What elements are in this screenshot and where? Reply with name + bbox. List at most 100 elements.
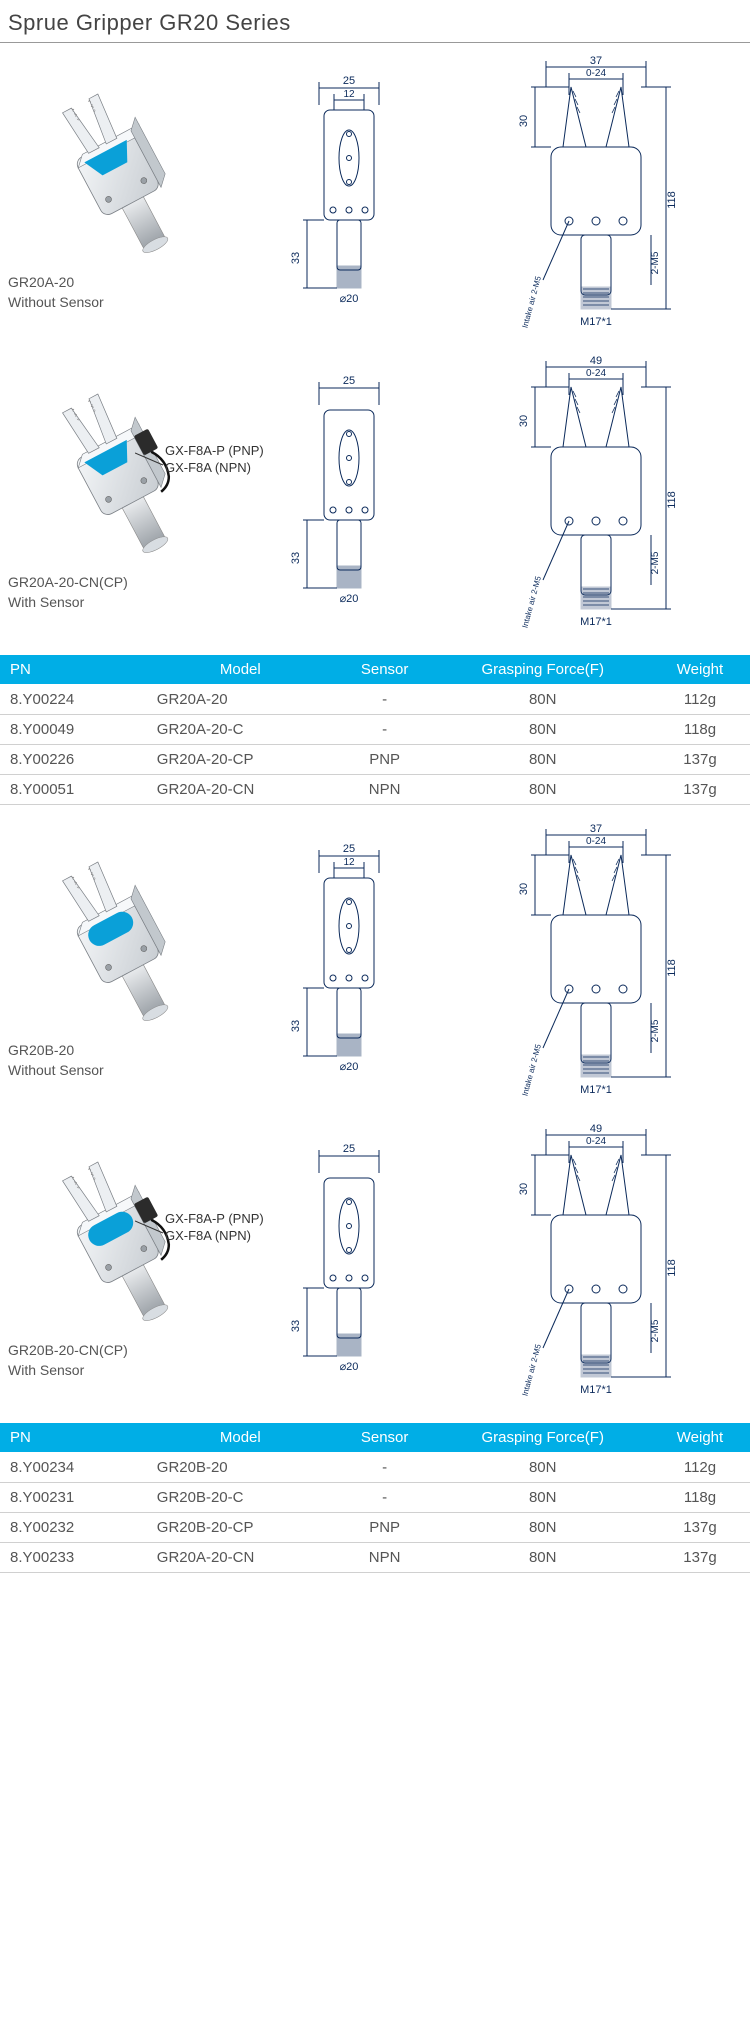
header-model: Model (127, 1423, 334, 1453)
cell-pn: 8.Y00049 (0, 715, 127, 745)
cell-weight: 118g (650, 1483, 750, 1513)
header-sensor: Sensor (334, 1423, 436, 1453)
svg-text:37: 37 (590, 55, 602, 67)
caption-model: GR20B-20-CN(CP) (8, 1342, 128, 1358)
svg-text:0-24: 0-24 (586, 68, 606, 79)
table-row: 8.Y00049 GR20A-20-C - 80N 118g (0, 715, 750, 745)
cell-force: 80N (435, 1543, 650, 1573)
svg-text:M17*1: M17*1 (580, 616, 612, 628)
sensor-callout: GX-F8A-P (PNP) GX-F8A (NPN) (165, 443, 264, 477)
header-model: Model (127, 655, 334, 685)
product-block: GX-F8A-P (PNP) GX-F8A (NPN) GR20B-20-CN(… (0, 1123, 750, 1413)
header-pn: PN (0, 1423, 127, 1453)
cell-pn: 8.Y00226 (0, 745, 127, 775)
technical-drawing-side: 49 0-24 30 M17*1 118 (491, 1123, 711, 1413)
cell-weight: 137g (650, 745, 750, 775)
svg-text:37: 37 (590, 823, 602, 835)
header-force: Grasping Force(F) (435, 655, 650, 685)
svg-text:⌀20: ⌀20 (340, 293, 359, 305)
cell-pn: 8.Y00233 (0, 1543, 127, 1573)
technical-drawing-side: 37 0-24 30 M17*1 118 (491, 823, 711, 1113)
svg-text:M17*1: M17*1 (580, 316, 612, 328)
cell-sensor: - (334, 715, 436, 745)
cell-model: GR20B-20 (127, 1453, 334, 1483)
cell-model: GR20A-20-CP (127, 745, 334, 775)
svg-text:2-M5: 2-M5 (650, 1319, 661, 1342)
svg-text:12: 12 (343, 89, 355, 100)
header-pn: PN (0, 655, 127, 685)
svg-text:33: 33 (290, 1020, 302, 1032)
table-row: 8.Y00232 GR20B-20-CP PNP 80N 137g (0, 1513, 750, 1543)
svg-text:2-M5: 2-M5 (650, 1019, 661, 1042)
svg-text:30: 30 (518, 415, 530, 427)
cell-pn: 8.Y00231 (0, 1483, 127, 1513)
svg-text:30: 30 (518, 1183, 530, 1195)
svg-text:M17*1: M17*1 (580, 1084, 612, 1096)
cell-pn: 8.Y00232 (0, 1513, 127, 1543)
product-photo (8, 823, 208, 1033)
svg-text:25: 25 (343, 843, 355, 855)
callout-line: GX-F8A (NPN) (165, 1228, 251, 1243)
cell-weight: 118g (650, 715, 750, 745)
svg-text:M17*1: M17*1 (580, 1384, 612, 1396)
table-row: 8.Y00233 GR20A-20-CN NPN 80N 137g (0, 1543, 750, 1573)
cell-sensor: PNP (334, 1513, 436, 1543)
technical-drawing-front: 25 ⌀20 33 (269, 1138, 429, 1398)
callout-line: GX-F8A-P (PNP) (165, 443, 264, 458)
cell-sensor: PNP (334, 745, 436, 775)
cell-pn: 8.Y00234 (0, 1453, 127, 1483)
header-weight: Weight (650, 1423, 750, 1453)
product-caption: GR20B-20 Without Sensor (8, 1041, 104, 1080)
svg-text:118: 118 (666, 191, 678, 209)
cell-weight: 112g (650, 685, 750, 715)
cell-force: 80N (435, 745, 650, 775)
cell-pn: 8.Y00224 (0, 685, 127, 715)
cell-weight: 137g (650, 1543, 750, 1573)
table-row: 8.Y00224 GR20A-20 - 80N 112g (0, 685, 750, 715)
svg-text:12: 12 (343, 857, 355, 868)
svg-text:Intake air 2-M5: Intake air 2-M5 (520, 575, 543, 629)
caption-model: GR20A-20 (8, 274, 74, 290)
svg-text:49: 49 (590, 355, 602, 367)
svg-text:2-M5: 2-M5 (650, 551, 661, 574)
svg-text:Intake air 2-M5: Intake air 2-M5 (520, 1043, 543, 1097)
svg-text:118: 118 (666, 959, 678, 977)
product-block: GX-F8A-P (PNP) GX-F8A (NPN) GR20A-20-CN(… (0, 355, 750, 645)
svg-text:25: 25 (343, 375, 355, 387)
cell-sensor: NPN (334, 775, 436, 805)
cell-force: 80N (435, 685, 650, 715)
technical-drawing-front: 25 12 ⌀20 33 (269, 70, 429, 330)
cell-weight: 112g (650, 1453, 750, 1483)
cell-sensor: - (334, 685, 436, 715)
technical-drawing-side: 37 0-24 30 M17*1 118 (491, 55, 711, 345)
cell-model: GR20A-20-CN (127, 775, 334, 805)
table-row: 8.Y00234 GR20B-20 - 80N 112g (0, 1453, 750, 1483)
cell-model: GR20A-20-CN (127, 1543, 334, 1573)
svg-text:118: 118 (666, 1259, 678, 1277)
svg-text:Intake air 2-M5: Intake air 2-M5 (520, 1343, 543, 1397)
header-sensor: Sensor (334, 655, 436, 685)
product-block: GR20A-20 Without Sensor 25 12 (0, 55, 750, 345)
svg-text:Intake air 2-M5: Intake air 2-M5 (520, 275, 543, 329)
cell-sensor: - (334, 1453, 436, 1483)
sensor-callout: GX-F8A-P (PNP) GX-F8A (NPN) (165, 1211, 264, 1245)
caption-desc: With Sensor (8, 1362, 84, 1378)
product-block: GR20B-20 Without Sensor 25 12 (0, 823, 750, 1113)
table-row: 8.Y00226 GR20A-20-CP PNP 80N 137g (0, 745, 750, 775)
product-caption: GR20A-20-CN(CP) With Sensor (8, 573, 128, 612)
table-row: 8.Y00231 GR20B-20-C - 80N 118g (0, 1483, 750, 1513)
caption-desc: Without Sensor (8, 1062, 104, 1078)
cell-force: 80N (435, 715, 650, 745)
svg-text:25: 25 (343, 75, 355, 87)
caption-desc: With Sensor (8, 594, 84, 610)
cell-force: 80N (435, 775, 650, 805)
svg-text:⌀20: ⌀20 (340, 1061, 359, 1073)
technical-drawing-side: 49 0-24 30 M17*1 118 (491, 355, 711, 645)
cell-force: 80N (435, 1453, 650, 1483)
cell-weight: 137g (650, 775, 750, 805)
cell-model: GR20B-20-C (127, 1483, 334, 1513)
svg-text:33: 33 (290, 552, 302, 564)
svg-text:0-24: 0-24 (586, 368, 606, 379)
product-caption: GR20A-20 Without Sensor (8, 273, 104, 312)
cell-pn: 8.Y00051 (0, 775, 127, 805)
